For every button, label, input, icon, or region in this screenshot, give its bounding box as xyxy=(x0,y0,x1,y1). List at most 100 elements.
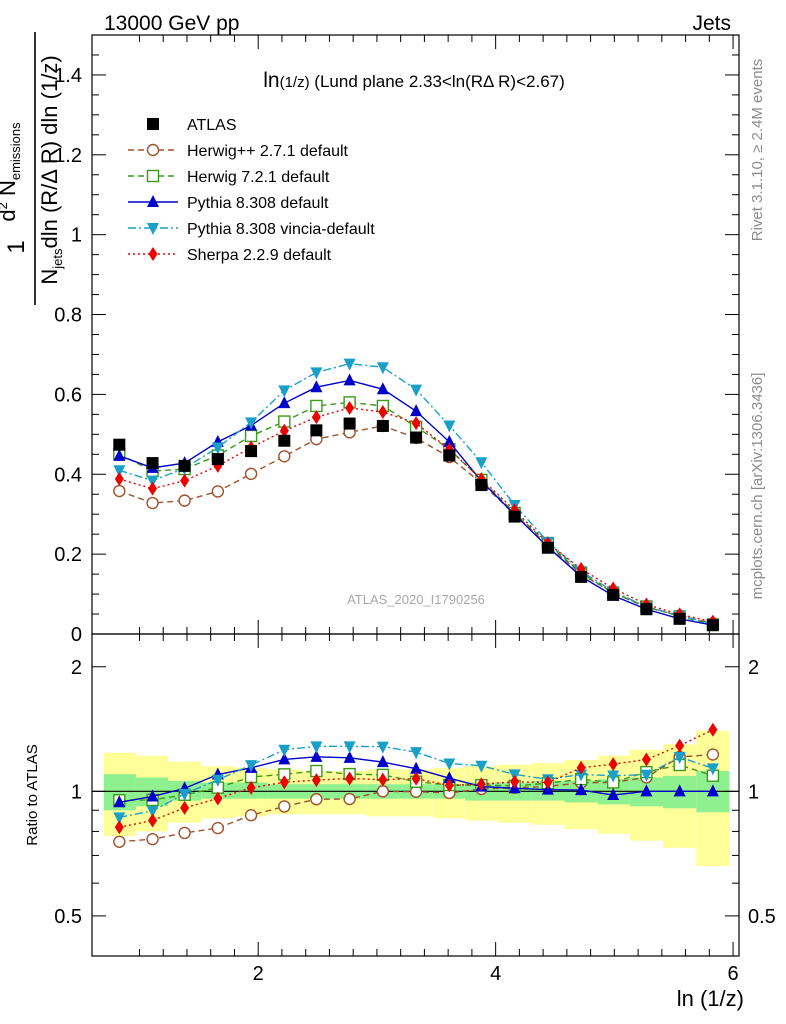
ratio-point-sherpa-2-2-9-default xyxy=(279,775,289,790)
header-category-label: Jets xyxy=(692,12,731,35)
legend-marker xyxy=(147,223,159,235)
y-tick-label: 1.4 xyxy=(54,65,82,87)
legend-label: ATLAS xyxy=(187,117,237,134)
ratio-point-pythia-8-308-vincia-default xyxy=(673,751,686,764)
ratio-point-sherpa-2-2-9-default xyxy=(114,820,124,835)
ratio-point-pythia-8-308-vincia-default xyxy=(113,812,126,825)
ratio-point-pythia-8-308-default xyxy=(113,795,126,808)
data-point-pythia-8-308-vincia-default xyxy=(245,417,258,430)
data-point-pythia-8-308-vincia-default xyxy=(376,362,389,375)
legend-marker xyxy=(146,169,160,183)
ratio-point-pythia-8-308-vincia-default xyxy=(443,758,456,771)
ratio-point-pythia-8-308-vincia-default xyxy=(376,741,389,754)
ratio-point-herwig-2-7-1-default xyxy=(178,826,191,840)
y-tick-label: 0 xyxy=(71,624,82,646)
data-point-pythia-8-308-vincia-default xyxy=(343,358,356,371)
ratio-point-sherpa-2-2-9-default xyxy=(411,771,421,786)
ratio-point-pythia-8-308-default xyxy=(310,749,323,762)
data-point-herwig-2-7-1-default xyxy=(278,450,291,463)
ratio-y-axis-label: Ratio to ATLAS xyxy=(24,744,41,845)
y-label-num-sub: emissions xyxy=(8,122,23,180)
legend-entry-sherpa-2-2-9-default: Sherpa 2.2.9 default xyxy=(128,247,332,264)
ratio-point-pythia-8-308-default xyxy=(673,784,686,797)
data-point-pythia-8-308-vincia-default xyxy=(443,420,456,433)
data-point-pythia-8-308-vincia-default xyxy=(410,384,423,397)
data-point-herwig-2-7-1-default xyxy=(178,494,191,507)
y-label-den-sub: jets xyxy=(50,248,65,270)
ratio-point-sherpa-2-2-9-default xyxy=(246,780,256,795)
y-label-num-exp: 2 xyxy=(0,202,10,209)
ratio-point-pythia-8-308-default xyxy=(278,752,291,765)
ratio-point-sherpa-2-2-9-default xyxy=(345,771,355,786)
ratio-point-pythia-8-308-vincia-default xyxy=(245,760,258,773)
ratio-point-pythia-8-308-default xyxy=(607,788,620,801)
x-tick-label: 6 xyxy=(728,963,739,985)
data-point-sherpa-2-2-9-default xyxy=(378,404,388,419)
data-point-herwig-7-2-1-default xyxy=(244,429,258,443)
data-point-herwig-2-7-1-default xyxy=(113,484,126,498)
y-tick-label: 0.2 xyxy=(54,544,82,566)
ratio-point-pythia-8-308-default xyxy=(575,783,588,796)
y-label-one: 1 xyxy=(3,240,30,253)
y-label-num-d: d xyxy=(0,209,20,221)
ratio-tick-label-right: 0.5 xyxy=(748,906,776,928)
data-point-atlas xyxy=(475,479,488,492)
data-point-atlas xyxy=(607,588,620,601)
legend-entry-pythia-8-308-vincia-default: Pythia 8.308 vincia-default xyxy=(128,221,375,238)
ratio-point-pythia-8-308-vincia-default xyxy=(146,805,159,818)
ratio-point-sherpa-2-2-9-default xyxy=(378,772,388,787)
ratio-tick-label-left: 0.5 xyxy=(54,906,82,928)
ratio-point-sherpa-2-2-9-default xyxy=(476,777,486,792)
x-tick-label: 4 xyxy=(490,963,501,985)
ratio-point-herwig-2-7-1-default xyxy=(211,821,225,835)
legend-label: Pythia 8.308 default xyxy=(187,195,329,212)
data-point-herwig-7-2-1-default xyxy=(310,399,323,413)
y-tick-label: 0.8 xyxy=(54,305,82,327)
legend-entry-herwig-2-7-1-default: Herwig++ 2.7.1 default xyxy=(128,143,349,160)
ratio-point-sherpa-2-2-9-default xyxy=(543,775,553,790)
data-point-pythia-8-308-default xyxy=(113,448,126,461)
svg-text:1: 1 xyxy=(3,240,30,253)
ratio-point-sherpa-2-2-9-default xyxy=(608,757,618,772)
data-point-sherpa-2-2-9-default xyxy=(279,423,289,438)
legend-label: Herwig 7.2.1 default xyxy=(187,169,330,186)
legend-entry-atlas: ATLAS xyxy=(147,117,237,134)
y-label-den-rest: dln (R/Δ R) dln (1/z) xyxy=(37,55,62,248)
data-point-pythia-8-308-vincia-default xyxy=(278,385,291,398)
ratio-point-pythia-8-308-vincia-default xyxy=(575,769,588,782)
ratio-point-sherpa-2-2-9-default xyxy=(510,774,520,789)
data-point-atlas xyxy=(376,419,389,432)
axis-tick-labels: 2 4 6 0 0.2 0.4 0.6 0.8 1 1.2 1.4 0.5 0.5 1 1 2 2 xyxy=(54,65,776,985)
data-point-atlas xyxy=(410,431,423,444)
ratio-point-sherpa-2-2-9-default xyxy=(576,760,586,775)
ratio-point-herwig-2-7-1-default xyxy=(706,748,720,761)
data-point-pythia-8-308-default xyxy=(343,373,356,386)
ratio-point-pythia-8-308-vincia-default xyxy=(706,763,719,776)
ratio-point-herwig-2-7-1-default xyxy=(278,800,291,813)
data-point-atlas xyxy=(146,457,159,470)
legend-entry-pythia-8-308-default: Pythia 8.308 default xyxy=(128,195,329,212)
ratio-point-pythia-8-308-vincia-default xyxy=(343,741,356,754)
ratio-point-herwig-2-7-1-default xyxy=(113,835,126,848)
ratio-point-pythia-8-308-default xyxy=(443,771,456,784)
ratio-point-herwig-2-7-1-default xyxy=(376,785,390,798)
ratio-tick-label-left: 2 xyxy=(71,657,82,679)
title-sub: (1/z) xyxy=(280,74,310,91)
main-series-group xyxy=(113,358,720,632)
legend: ATLAS Herwig++ 2.7.1 default Herwig 7.2.1 … xyxy=(128,117,375,264)
data-point-sherpa-2-2-9-default xyxy=(114,472,124,487)
data-point-atlas xyxy=(575,570,588,583)
ratio-point-sherpa-2-2-9-default xyxy=(180,800,190,815)
y-label-num-n: N xyxy=(0,180,20,202)
legend-marker xyxy=(147,195,159,207)
svg-text:Njetsdln (R/Δ R) dln (1/z): Njetsdln (R/Δ R) dln (1/z) xyxy=(37,55,65,284)
data-point-sherpa-2-2-9-default xyxy=(180,473,190,488)
legend-label: Herwig++ 2.7.1 default xyxy=(187,143,349,160)
y-tick-label: 0.6 xyxy=(54,384,82,406)
ratio-point-pythia-8-308-vincia-default xyxy=(178,788,191,801)
data-point-pythia-8-308-default xyxy=(376,382,389,395)
ratio-point-pythia-8-308-vincia-default xyxy=(211,774,224,787)
data-point-atlas xyxy=(343,417,356,430)
data-point-sherpa-2-2-9-default xyxy=(411,416,421,431)
